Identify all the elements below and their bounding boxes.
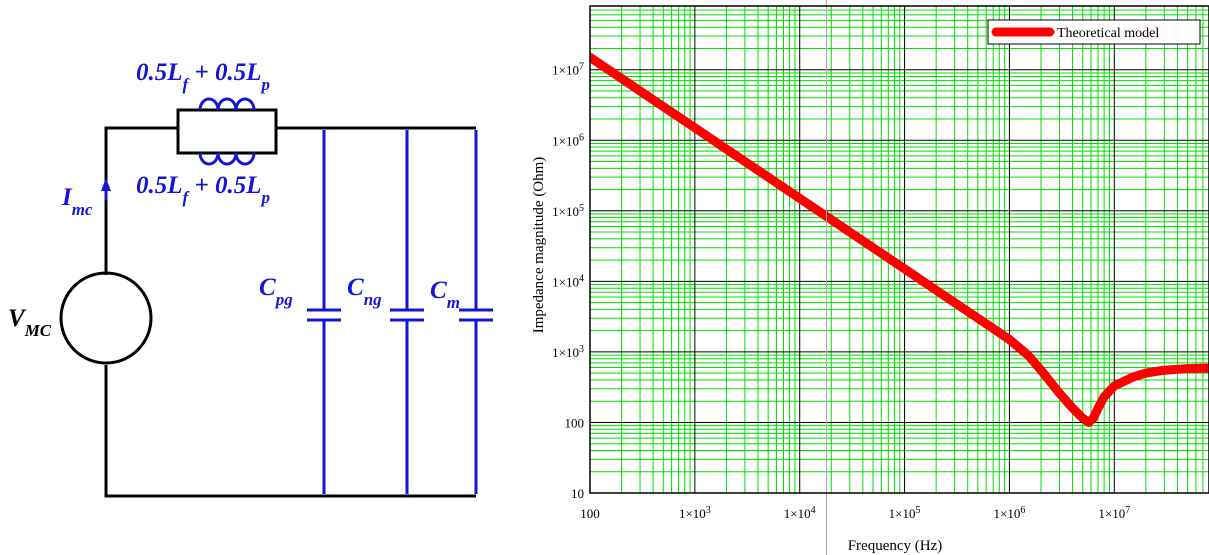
capacitor-ng-label: Cng: [347, 274, 382, 309]
legend: Theoretical model: [987, 19, 1201, 45]
inductor-coils: [198, 97, 256, 166]
inductor-box: [176, 108, 278, 155]
inductor-top-coil: [198, 97, 256, 111]
plot-frame: [589, 5, 1209, 494]
current-arrowhead: [101, 178, 111, 191]
capacitor-pg: [307, 130, 341, 494]
current-label: Imc: [61, 184, 93, 219]
y-tick-label: 1×105: [552, 202, 584, 219]
circuit-wires: [59, 108, 476, 498]
grid-minor: [590, 6, 1209, 493]
y-tick-label: 1×103: [552, 343, 584, 360]
capacitor-ng: [390, 130, 424, 494]
series-layer: [590, 52, 1209, 427]
capacitor-m-label: Cm: [430, 277, 460, 312]
y-tick-labels: 10 100 1×103 1×104 1×105 1×106 1×107: [552, 61, 584, 501]
capacitor-m: [459, 130, 493, 494]
y-tick-label: 1×107: [552, 61, 584, 78]
left-wire: [104, 126, 178, 275]
legend-label: Theoretical model: [1057, 26, 1159, 41]
bottom-wire: [104, 365, 476, 498]
x-tick-labels: 100 1×103 1×104 1×105 1×106 1×107: [580, 505, 1130, 522]
capacitor-branches: [307, 130, 493, 494]
x-axis-title: Frequency (Hz): [848, 538, 943, 554]
circuit-diagram: 0.5Lf + 0.5Lp 0.5Lf + 0.5Lp Imc VMC Cpg …: [8, 59, 493, 498]
x-tick-label: 1×107: [1098, 505, 1130, 522]
y-tick-label: 1×106: [552, 132, 584, 149]
inductor-bottom-coil: [198, 152, 256, 166]
impedance-chart: 100 1×103 1×104 1×105 1×106 1×107 101001×1031…: [531, 0, 1209, 555]
y-axis-title: Impedance magnitude (Ohm): [531, 157, 547, 334]
x-tick-label: 1×106: [994, 505, 1026, 522]
x-tick-label: 100: [580, 506, 600, 521]
series-line-0: [590, 52, 1209, 427]
inductor-top-label: 0.5Lf + 0.5Lp: [136, 59, 270, 94]
grid-major: [590, 6, 1209, 493]
source-label: VMC: [8, 305, 52, 340]
x-tick-label: 1×103: [679, 505, 711, 522]
capacitor-pg-label: Cpg: [259, 274, 293, 309]
current-arrow: [101, 178, 111, 200]
x-tick-label: 1×105: [889, 505, 921, 522]
voltage-source-symbol: [59, 271, 153, 365]
y-tick-label: 100: [565, 415, 585, 430]
y-tick-label: 10: [571, 486, 584, 501]
inductor-bottom-label: 0.5Lf + 0.5Lp: [136, 172, 270, 207]
y-tick-label: 1×104: [552, 273, 584, 290]
x-tick-label: 1×104: [784, 505, 816, 522]
